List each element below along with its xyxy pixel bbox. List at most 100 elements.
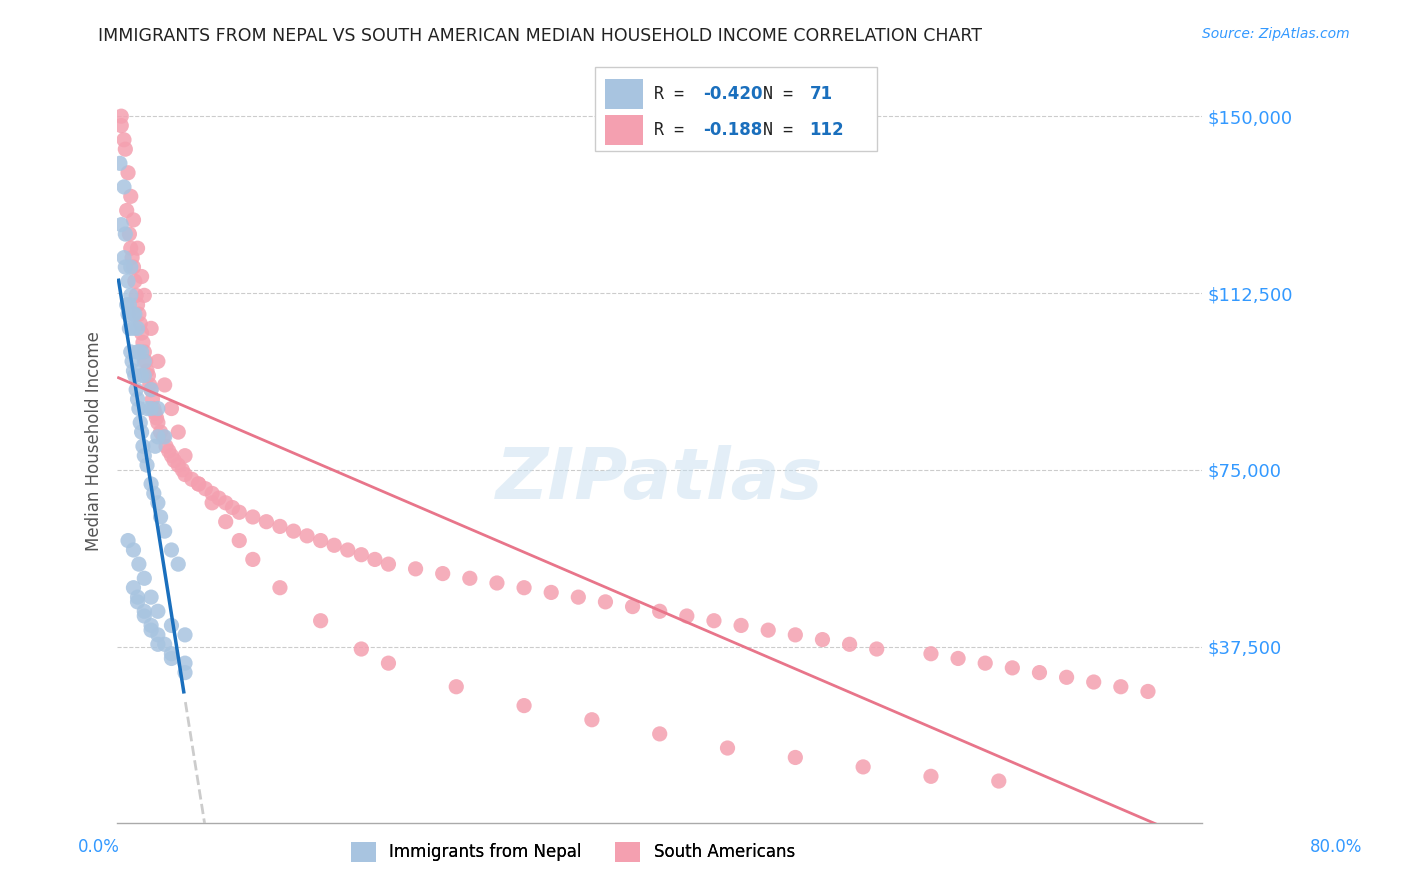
Point	[122, 364, 145, 378]
Point	[127, 345, 149, 359]
Point	[730, 618, 752, 632]
Point	[127, 590, 149, 604]
Text: N =: N =	[763, 85, 803, 103]
Point	[134, 449, 156, 463]
Point	[114, 260, 136, 274]
Point	[716, 741, 738, 756]
Point	[155, 439, 177, 453]
Point	[139, 383, 162, 397]
Point	[1001, 661, 1024, 675]
Point	[648, 727, 671, 741]
Point	[128, 307, 150, 321]
Point	[131, 326, 153, 340]
Point	[1056, 670, 1078, 684]
Point	[540, 585, 562, 599]
Point	[1109, 680, 1132, 694]
Point	[138, 368, 160, 383]
Text: Source: ZipAtlas.com: Source: ZipAtlas.com	[1202, 27, 1350, 41]
Point	[811, 632, 834, 647]
Point	[432, 566, 454, 581]
Text: R =: R =	[654, 121, 704, 139]
Point	[118, 227, 141, 241]
Point	[153, 430, 176, 444]
Text: R =: R =	[654, 85, 695, 103]
Point	[118, 298, 141, 312]
Point	[120, 260, 142, 274]
Point	[128, 345, 150, 359]
Point	[146, 416, 169, 430]
Point	[146, 401, 169, 416]
Point	[139, 383, 162, 397]
Point	[117, 533, 139, 548]
Text: 112: 112	[810, 121, 844, 139]
Point	[139, 623, 162, 637]
Y-axis label: Median Household Income: Median Household Income	[86, 332, 103, 551]
Text: -0.420: -0.420	[703, 85, 762, 103]
Point	[120, 345, 142, 359]
Point	[446, 680, 468, 694]
Point	[146, 430, 169, 444]
Point	[117, 166, 139, 180]
Point	[160, 651, 183, 665]
Point	[513, 581, 536, 595]
Point	[160, 449, 183, 463]
Point	[125, 288, 148, 302]
Point	[621, 599, 644, 614]
Point	[756, 623, 779, 637]
Point	[215, 496, 238, 510]
Point	[377, 656, 399, 670]
Point	[309, 533, 332, 548]
FancyBboxPatch shape	[606, 114, 644, 145]
Point	[110, 119, 132, 133]
Point	[221, 500, 243, 515]
Point	[201, 496, 224, 510]
Point	[124, 274, 146, 288]
Point	[127, 392, 149, 406]
Point	[128, 401, 150, 416]
Point	[336, 543, 359, 558]
Point	[131, 368, 153, 383]
Point	[139, 321, 162, 335]
Point	[866, 642, 889, 657]
Point	[142, 401, 165, 416]
Point	[143, 406, 166, 420]
Point	[174, 665, 197, 680]
Point	[120, 288, 142, 302]
Point	[110, 109, 132, 123]
Point	[364, 552, 387, 566]
Point	[139, 477, 162, 491]
Point	[131, 345, 153, 359]
Point	[160, 543, 183, 558]
Point	[139, 401, 162, 416]
Point	[174, 449, 197, 463]
Point	[675, 609, 697, 624]
Point	[269, 581, 291, 595]
Point	[149, 425, 172, 439]
Point	[134, 288, 156, 302]
Point	[134, 604, 156, 618]
Point	[110, 218, 132, 232]
Point	[167, 557, 190, 571]
Point	[946, 651, 969, 665]
Point	[122, 260, 145, 274]
Point	[167, 458, 190, 472]
Point	[174, 656, 197, 670]
Point	[323, 538, 346, 552]
Point	[139, 618, 162, 632]
Point	[254, 515, 277, 529]
Point	[785, 628, 807, 642]
Point	[513, 698, 536, 713]
Text: -0.188: -0.188	[703, 121, 762, 139]
Point	[920, 647, 942, 661]
Point	[136, 458, 159, 472]
Point	[485, 576, 508, 591]
Point	[129, 317, 152, 331]
Text: 0.0%: 0.0%	[77, 838, 120, 856]
Point	[228, 505, 250, 519]
Point	[283, 524, 305, 538]
Point	[114, 142, 136, 156]
Point	[145, 411, 167, 425]
Point	[187, 477, 209, 491]
FancyBboxPatch shape	[606, 78, 644, 109]
Point	[118, 321, 141, 335]
